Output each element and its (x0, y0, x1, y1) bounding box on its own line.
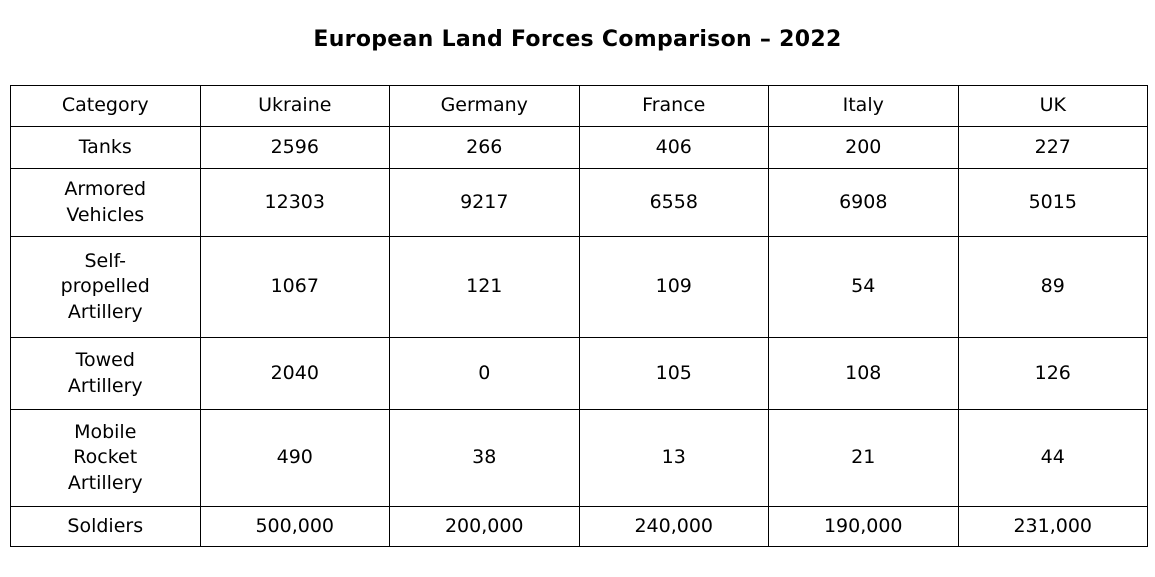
value-cell: 240,000 (578, 506, 769, 547)
value-cell: 500,000 (199, 506, 390, 547)
table-row-tanks: Tanks 2596 266 406 200 227 (10, 126, 1148, 169)
header-cell-italy: Italy (768, 85, 959, 127)
value-cell: 89 (957, 236, 1148, 338)
table-row-mobile-rocket-artillery: Mobile Rocket Artillery 490 38 13 21 44 (10, 409, 1148, 507)
header-row: Category Ukraine Germany France Italy UK (10, 85, 1148, 127)
value-cell: 227 (957, 126, 1148, 169)
category-cell: Armored Vehicles (10, 168, 201, 237)
value-cell: 44 (957, 409, 1148, 507)
value-cell: 490 (199, 409, 390, 507)
value-cell: 105 (578, 337, 769, 410)
value-cell: 121 (389, 236, 580, 338)
value-cell: 54 (768, 236, 959, 338)
value-cell: 9217 (389, 168, 580, 237)
value-cell: 108 (768, 337, 959, 410)
value-cell: 406 (578, 126, 769, 169)
table-row-towed-artillery: Towed Artillery 2040 0 105 108 126 (10, 337, 1148, 410)
value-cell: 126 (957, 337, 1148, 410)
category-cell: Towed Artillery (10, 337, 201, 410)
value-cell: 38 (389, 409, 580, 507)
value-cell: 13 (578, 409, 769, 507)
value-cell: 109 (578, 236, 769, 338)
table-row-self-propelled-artillery: Self- propelled Artillery 1067 121 109 5… (10, 236, 1148, 338)
header-cell-germany: Germany (389, 85, 580, 127)
value-cell: 12303 (199, 168, 390, 237)
value-cell: 5015 (957, 168, 1148, 237)
value-cell: 200,000 (389, 506, 580, 547)
table-row-soldiers: Soldiers 500,000 200,000 240,000 190,000… (10, 506, 1148, 547)
value-cell: 6558 (578, 168, 769, 237)
forces-table: Category Ukraine Germany France Italy UK… (10, 85, 1148, 547)
value-cell: 1067 (199, 236, 390, 338)
table-row-armored-vehicles: Armored Vehicles 12303 9217 6558 6908 50… (10, 168, 1148, 237)
page-title: European Land Forces Comparison – 2022 (313, 27, 842, 52)
value-cell: 231,000 (957, 506, 1148, 547)
value-cell: 21 (768, 409, 959, 507)
value-cell: 190,000 (768, 506, 959, 547)
value-cell: 2596 (199, 126, 390, 169)
value-cell: 2040 (199, 337, 390, 410)
value-cell: 0 (389, 337, 580, 410)
value-cell: 6908 (768, 168, 959, 237)
category-cell: Mobile Rocket Artillery (10, 409, 201, 507)
value-cell: 200 (768, 126, 959, 169)
header-cell-ukraine: Ukraine (199, 85, 390, 127)
category-cell: Self- propelled Artillery (10, 236, 201, 338)
category-cell: Soldiers (10, 506, 201, 547)
header-cell-uk: UK (957, 85, 1148, 127)
header-cell-category: Category (10, 85, 201, 127)
category-cell: Tanks (10, 126, 201, 169)
value-cell: 266 (389, 126, 580, 169)
header-cell-france: France (578, 85, 769, 127)
